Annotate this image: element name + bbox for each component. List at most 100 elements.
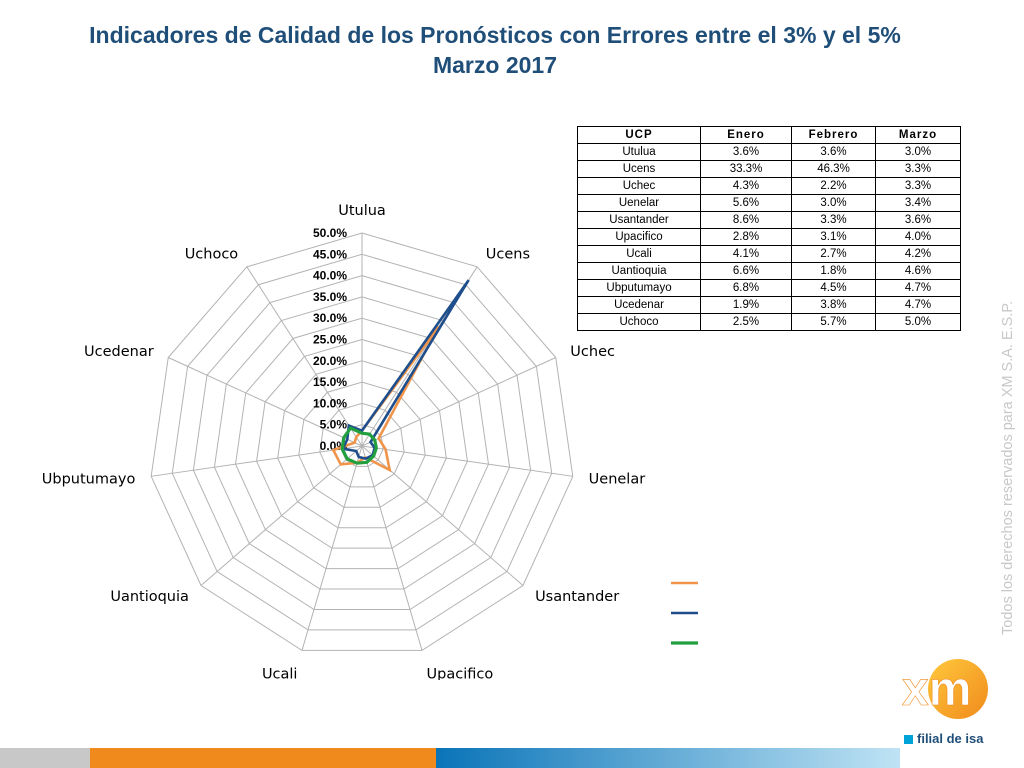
category-label: Utulua	[338, 203, 386, 219]
table-cell: 3.1%	[791, 228, 876, 246]
table-header-febrero: Febrero	[791, 126, 876, 144]
table-cell: Ubputumayo	[577, 279, 701, 297]
category-label: Uchec	[570, 344, 615, 360]
table-body: Utulua 3.6% 3.6% 3.0% Ucens 33.3% 46.3% 3.3% Uch…	[577, 143, 961, 331]
radar-axis-spoke	[361, 445, 423, 651]
tick-label: 45.0%	[313, 247, 347, 261]
tick-label: 10.0%	[313, 396, 347, 410]
tick-label: 15.0%	[313, 375, 347, 389]
category-label: Uantioquia	[110, 589, 189, 605]
radar-grid	[150, 232, 574, 651]
table-cell: 2.8%	[700, 228, 792, 246]
radar-grid-ring	[171, 253, 553, 631]
radar-axis-spoke	[200, 445, 363, 586]
table-cell: 3.3%	[875, 160, 961, 178]
table-cell: 5.6%	[700, 194, 792, 212]
tick-label: 40.0%	[313, 269, 347, 283]
radar-grid-ring	[150, 232, 574, 651]
table-row: Ucedenar 1.9% 3.8% 4.7%	[577, 296, 961, 314]
footer-bar-orange	[90, 748, 436, 768]
radar-series	[331, 279, 470, 473]
radar-axis-spoke	[151, 445, 363, 477]
table-cell: 4.6%	[875, 262, 961, 280]
tick-label: 0.0%	[320, 439, 348, 453]
table-cell: Ucali	[577, 245, 701, 263]
table-cell: 3.6%	[700, 143, 792, 161]
radar-axis-spoke	[361, 357, 556, 447]
radar-grid-ring	[256, 338, 468, 549]
table-cell: Uantioquia	[577, 262, 701, 280]
table-cell: 6.8%	[700, 279, 792, 297]
table-cell: 1.8%	[791, 262, 876, 280]
category-label: Ubputumayo	[42, 472, 136, 488]
logo-subtitle: filial de isa	[904, 731, 983, 746]
series-line-marzo	[340, 426, 378, 465]
table-cell: 3.3%	[791, 211, 876, 229]
footer-bar-gray	[0, 748, 90, 768]
radar-grid-ring	[192, 275, 532, 610]
tick-label: 5.0%	[320, 418, 348, 432]
table-cell: 4.7%	[875, 296, 961, 314]
table-header-marzo: Marzo	[875, 126, 961, 144]
table-cell: 2.5%	[700, 313, 792, 331]
tick-label: 25.0%	[313, 333, 347, 347]
radar-axis-spoke	[168, 357, 363, 447]
series-line-febrero	[341, 279, 470, 461]
table-cell: 3.6%	[791, 143, 876, 161]
table-cell: Uchoco	[577, 313, 701, 331]
table-cell: 1.9%	[700, 296, 792, 314]
table-cell: Usantander	[577, 211, 701, 229]
title-line-2: Marzo 2017	[432, 52, 557, 78]
footer-bar-blue	[436, 748, 900, 768]
radar-tick-labels: 0.0% 5.0% 10.0% 15.0% 20.0% 25.0% 30.0% 35.0% 40…	[313, 226, 347, 453]
data-table: UCP Enero Febrero Marzo Utulua 3.6% 3.6% 3.…	[577, 126, 961, 331]
table-cell: Ucens	[577, 160, 701, 178]
table-cell: 8.6%	[700, 211, 792, 229]
table-cell: 4.3%	[700, 177, 792, 195]
table-cell: 6.6%	[700, 262, 792, 280]
tick-label: 20.0%	[313, 354, 347, 368]
table-cell: Uenelar	[577, 194, 701, 212]
category-label: Uenelar	[589, 472, 646, 488]
radar-grid-ring	[213, 296, 511, 590]
category-label: Usantander	[535, 589, 619, 605]
page-title: Indicadores de Calidad de los Pronóstico…	[20, 20, 970, 80]
table-cell: 3.3%	[875, 177, 961, 195]
table-cell: 4.0%	[875, 228, 961, 246]
table-cell: Utulua	[577, 143, 701, 161]
xm-logo-icon: xm	[902, 659, 988, 719]
radar-chart: 0.0% 5.0% 10.0% 15.0% 20.0% 25.0% 30.0% 35.0% 40…	[42, 203, 698, 680]
table-row: Ucali 4.1% 2.7% 4.2%	[577, 245, 961, 263]
table-cell: 2.2%	[791, 177, 876, 195]
table-cell: 4.2%	[875, 245, 961, 263]
table-cell: 3.0%	[875, 143, 961, 161]
table-cell: 3.0%	[791, 194, 876, 212]
radar-grid-ring	[319, 402, 405, 488]
category-label: Ucedenar	[84, 344, 154, 360]
table-cell: Uchec	[577, 177, 701, 195]
category-label: Ucali	[262, 667, 298, 680]
table-row: Uchoco 2.5% 5.7% 5.0%	[577, 313, 961, 331]
logo-text: xm	[902, 663, 971, 716]
table-cell: 4.1%	[700, 245, 792, 263]
table-cell: 46.3%	[791, 160, 876, 178]
radar-grid-ring	[277, 360, 447, 529]
radar-grid-ring	[234, 317, 490, 570]
radar-axis-spoke	[301, 445, 363, 651]
table-header-ucp: UCP	[577, 126, 701, 144]
table-cell: 3.6%	[875, 211, 961, 229]
table-cell: Ucedenar	[577, 296, 701, 314]
table-cell: 3.4%	[875, 194, 961, 212]
table-row: Uchec 4.3% 2.2% 3.3%	[577, 177, 961, 195]
series-line-enero	[331, 325, 440, 473]
table-row: Upacifico 2.8% 3.1% 4.0%	[577, 228, 961, 246]
tick-label: 50.0%	[313, 226, 347, 240]
title-line-1: Indicadores de Calidad de los Pronóstico…	[89, 22, 901, 48]
table-cell: 5.7%	[791, 313, 876, 331]
table-cell: 5.0%	[875, 313, 961, 331]
table-cell: 2.7%	[791, 245, 876, 263]
table-row: Uenelar 5.6% 3.0% 3.4%	[577, 194, 961, 212]
table-row: Ucens 33.3% 46.3% 3.3%	[577, 160, 961, 178]
radar-grid-ring	[298, 381, 426, 508]
copyright-text: Todos los derechos reservados para XM S.…	[1000, 300, 1016, 635]
